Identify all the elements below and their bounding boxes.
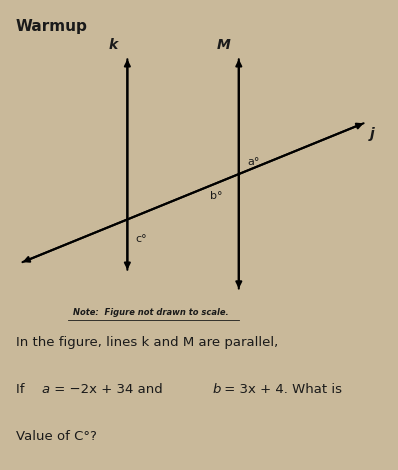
- Text: M: M: [217, 38, 231, 52]
- Text: Value of C°?: Value of C°?: [16, 430, 97, 443]
- Text: j: j: [370, 127, 375, 141]
- Text: Warmup: Warmup: [16, 19, 88, 34]
- Text: b°: b°: [211, 190, 223, 201]
- Text: b: b: [212, 383, 220, 396]
- Text: Note:  Figure not drawn to scale.: Note: Figure not drawn to scale.: [73, 308, 229, 317]
- Text: k: k: [108, 38, 117, 52]
- Text: In the figure, lines k and M are parallel,: In the figure, lines k and M are paralle…: [16, 336, 278, 349]
- Text: If: If: [16, 383, 29, 396]
- Text: = 3x + 4. What is: = 3x + 4. What is: [220, 383, 343, 396]
- Text: = −2x + 34 and: = −2x + 34 and: [50, 383, 167, 396]
- Text: a°: a°: [248, 157, 260, 167]
- Text: a: a: [41, 383, 49, 396]
- Text: c°: c°: [135, 234, 147, 243]
